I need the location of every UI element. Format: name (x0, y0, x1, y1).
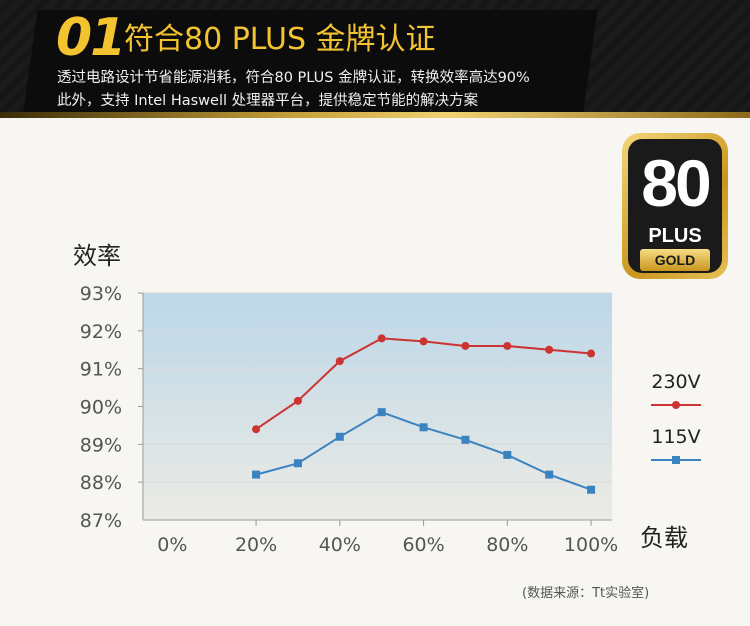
y-tick-label: 89% (80, 434, 122, 456)
y-tick-label: 93% (80, 283, 122, 305)
data-point-230v (503, 341, 512, 350)
series-layer (252, 334, 596, 494)
x-tick-label: 0% (157, 534, 187, 556)
data-point-230v (461, 341, 470, 350)
description-line-2: 此外，支持 Intel Haswell 处理器平台，提供稳定节能的解决方案 (57, 93, 479, 109)
x-tick-label: 80% (486, 534, 528, 556)
badge-number: 80 (641, 146, 711, 220)
data-point-230v (587, 349, 596, 358)
banner-gold-edge (0, 112, 750, 118)
data-point-115v (461, 435, 470, 444)
data-point-115v (252, 470, 261, 479)
data-point-230v (377, 334, 386, 343)
x-tick-label: 100% (564, 534, 618, 556)
y-axis-title: 效率 (73, 242, 121, 270)
data-point-230v (419, 337, 428, 346)
x-tick-label: 60% (402, 534, 444, 556)
header-banner: 01 符合80 PLUS 金牌认证 透过电路设计节省能源消耗，符合80 PLUS… (0, 0, 750, 118)
data-point-230v (293, 396, 302, 405)
legend-marker-115v (672, 456, 680, 464)
section-number: 01 (56, 8, 126, 68)
legend-label-115v: 115V (651, 426, 700, 448)
source-note: (数据来源：Tt实验室) (522, 586, 650, 601)
legend-label-230v: 230V (651, 371, 700, 393)
x-axis-title: 负载 (640, 524, 688, 552)
y-tick-labels: 87% 88% 89% 90% 91% 92% 93% (80, 283, 122, 532)
badge-inner: 80 PLUS GOLD (628, 139, 722, 273)
y-tick-label: 92% (80, 321, 122, 343)
data-point-230v (335, 357, 344, 366)
y-tick-label: 90% (80, 397, 122, 419)
badge-plus-label: PLUS (648, 225, 702, 247)
data-point-115v (293, 459, 302, 468)
data-point-115v (335, 432, 344, 441)
data-point-230v (252, 425, 261, 434)
legend: 230V 115V (651, 371, 701, 464)
gridlines (138, 292, 612, 526)
y-tick-label: 87% (80, 510, 122, 532)
data-point-115v (587, 485, 596, 494)
section-title: 符合80 PLUS 金牌认证 (124, 22, 436, 57)
x-tick-labels: 0% 20% 40% 60% 80% 100% (157, 534, 618, 556)
x-tick-label: 20% (235, 534, 277, 556)
y-tick-label: 88% (80, 472, 122, 494)
description-line-1: 透过电路设计节省能源消耗，符合80 PLUS 金牌认证，转换效率高达90% (57, 70, 530, 86)
data-point-115v (545, 470, 554, 479)
data-point-115v (377, 408, 386, 417)
80-plus-gold-badge: 80 PLUS GOLD (622, 133, 728, 279)
badge-grade-label: GOLD (640, 249, 710, 271)
data-point-230v (545, 345, 554, 354)
data-point-115v (419, 423, 428, 432)
x-tick-label: 40% (319, 534, 361, 556)
legend-marker-230v (672, 401, 680, 409)
y-tick-label: 91% (80, 359, 122, 381)
data-point-115v (503, 450, 512, 459)
